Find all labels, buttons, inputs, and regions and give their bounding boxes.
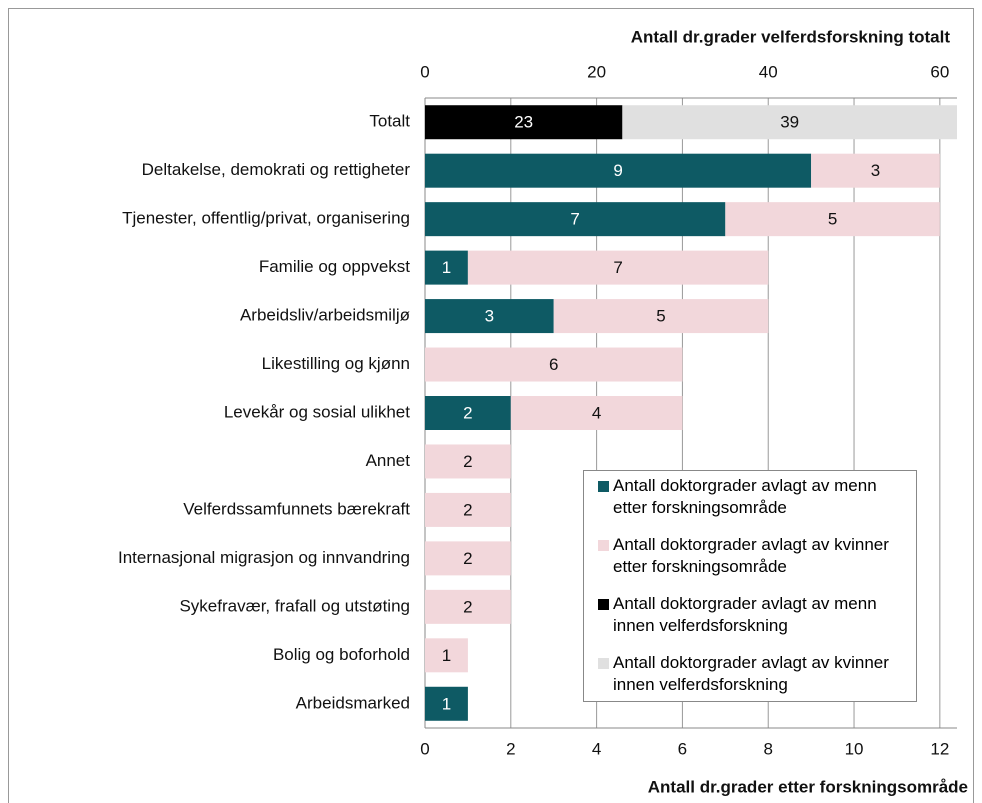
bar <box>467 250 769 285</box>
y-tick-label: Arbeidsliv/arbeidsmiljø <box>240 306 410 325</box>
legend-label: Antall doktorgrader avlagt av kvinner et… <box>613 535 889 576</box>
x-tick-label: 6 <box>678 739 687 758</box>
bar <box>425 202 726 237</box>
x-tick-label: 12 <box>930 739 949 758</box>
chart-border <box>8 8 974 803</box>
data-label: 7 <box>570 210 579 229</box>
bar <box>425 541 511 576</box>
legend-item: Antall doktorgrader avlagt av menn innen… <box>598 593 916 637</box>
x2-tick-label: 40 <box>759 62 778 81</box>
bar <box>811 153 940 188</box>
data-label: 2 <box>463 597 472 616</box>
legend-swatch <box>598 599 609 610</box>
x-tick-label: 4 <box>592 739 601 758</box>
data-label: 23 <box>514 113 533 132</box>
data-label: 9 <box>613 161 622 180</box>
data-label: 4 <box>592 403 601 422</box>
legend: Antall doktorgrader avlagt av menn etter… <box>583 470 917 702</box>
bar <box>425 396 511 430</box>
data-label: 1 <box>442 694 451 713</box>
bar <box>510 396 683 430</box>
x2-tick-label: 60 <box>930 62 949 81</box>
x-tick-label: 2 <box>506 739 515 758</box>
data-label: 2 <box>463 452 472 471</box>
y-tick-label: Likestilling og kjønn <box>262 354 410 373</box>
data-label: 2 <box>463 500 472 519</box>
data-label: 3 <box>871 161 880 180</box>
legend-label: Antall doktorgrader avlagt av kvinner in… <box>613 653 889 694</box>
legend-label: Antall doktorgrader avlagt av menn etter… <box>613 476 877 517</box>
legend-swatch <box>598 481 609 492</box>
data-label: 5 <box>828 210 837 229</box>
x2-axis-title: Antall dr.grader velferdsforskning total… <box>631 27 951 46</box>
y-tick-label: Bolig og boforhold <box>273 645 410 664</box>
x-axis-title: Antall dr.grader etter forskningsområde <box>648 777 968 796</box>
y-tick-label: Totalt <box>369 112 410 131</box>
y-tick-label: Sykefravær, frafall og utstøting <box>179 596 410 615</box>
bar <box>553 299 769 334</box>
legend-swatch <box>598 658 609 669</box>
x-tick-label: 10 <box>845 739 864 758</box>
data-label: 5 <box>656 307 665 326</box>
bar <box>425 153 812 188</box>
bar <box>425 347 683 382</box>
y-tick-label: Familie og oppvekst <box>259 257 410 276</box>
bar <box>425 444 511 479</box>
data-label: 39 <box>780 113 799 132</box>
bar <box>425 638 468 673</box>
x2-tick-label: 20 <box>587 62 606 81</box>
legend-item: Antall doktorgrader avlagt av kvinner in… <box>598 652 916 696</box>
y-tick-label: Deltakelse, demokrati og rettigheter <box>142 160 411 179</box>
legend-label: Antall doktorgrader avlagt av menn innen… <box>613 594 877 635</box>
x2-tick-label: 0 <box>420 62 429 81</box>
y-tick-label: Levekår og sosial ulikhet <box>224 402 410 421</box>
data-label: 1 <box>442 258 451 277</box>
x-tick-label: 8 <box>763 739 772 758</box>
legend-item: Antall doktorgrader avlagt av menn etter… <box>598 475 916 519</box>
bar <box>425 299 554 334</box>
bar <box>425 492 511 527</box>
data-label: 7 <box>613 258 622 277</box>
bar <box>425 589 511 624</box>
y-tick-label: Annet <box>366 451 411 470</box>
data-label: 1 <box>442 646 451 665</box>
y-tick-label: Tjenester, offentlig/privat, organiserin… <box>122 209 410 228</box>
y-tick-label: Velferdssamfunnets bærekraft <box>183 499 410 518</box>
data-label: 3 <box>485 307 494 326</box>
x-tick-label: 0 <box>420 739 429 758</box>
bar <box>425 686 468 721</box>
legend-item: Antall doktorgrader avlagt av kvinner et… <box>598 534 916 578</box>
bar <box>425 250 468 285</box>
bar <box>425 105 623 140</box>
bar <box>622 105 957 140</box>
data-label: 2 <box>463 549 472 568</box>
data-label: 2 <box>463 403 472 422</box>
y-tick-label: Arbeidsmarked <box>296 693 410 712</box>
y-tick-label: Internasjonal migrasjon og innvandring <box>118 548 410 567</box>
bar <box>725 202 940 237</box>
data-label: 6 <box>549 355 558 374</box>
legend-swatch <box>598 540 609 551</box>
